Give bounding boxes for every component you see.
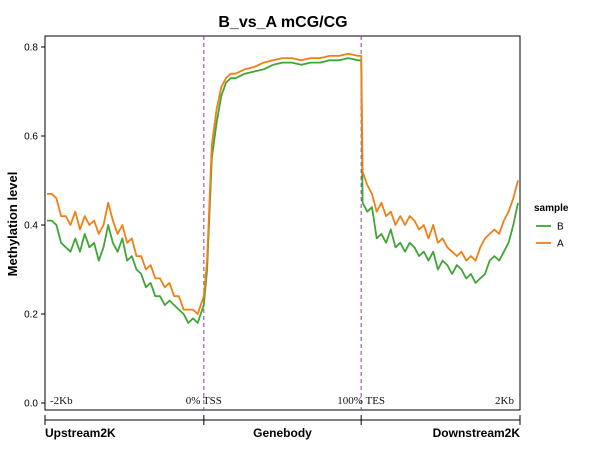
y-axis-title: Methylation level bbox=[5, 172, 20, 277]
y-tick-label: 0.0 bbox=[24, 399, 38, 410]
region-label: 2Kb bbox=[495, 395, 514, 407]
region-label: 100% TES bbox=[337, 395, 385, 407]
y-tick-label: 0.2 bbox=[24, 310, 38, 321]
series-line-B bbox=[47, 57, 519, 324]
y-tick-label: 0.8 bbox=[24, 43, 38, 54]
chart-title: B_vs_A mCG/CG bbox=[218, 14, 347, 31]
section-label: Downstream2K bbox=[433, 426, 521, 440]
section-axis: Upstream2K Genebody Downstream2K bbox=[44, 415, 521, 440]
y-tick-label: 0.6 bbox=[24, 132, 38, 143]
series-lines bbox=[47, 52, 519, 324]
legend-label-B: B bbox=[557, 222, 564, 233]
region-label: -2Kb bbox=[50, 395, 73, 407]
y-axis: 0.0 0.2 0.4 0.6 0.8 bbox=[24, 43, 45, 410]
series-line-A bbox=[47, 52, 519, 315]
section-label: Upstream2K bbox=[45, 426, 116, 440]
region-boundaries bbox=[203, 36, 362, 410]
region-labels: -2Kb 0% TSS 100% TES 2Kb bbox=[50, 395, 514, 407]
legend: sample BA bbox=[534, 203, 569, 250]
legend-label-A: A bbox=[557, 239, 564, 250]
plot-panel bbox=[44, 35, 521, 411]
section-label: Genebody bbox=[253, 426, 312, 440]
region-label: 0% TSS bbox=[186, 395, 222, 407]
legend-title: sample bbox=[534, 203, 569, 214]
y-tick-label: 0.4 bbox=[24, 221, 38, 232]
